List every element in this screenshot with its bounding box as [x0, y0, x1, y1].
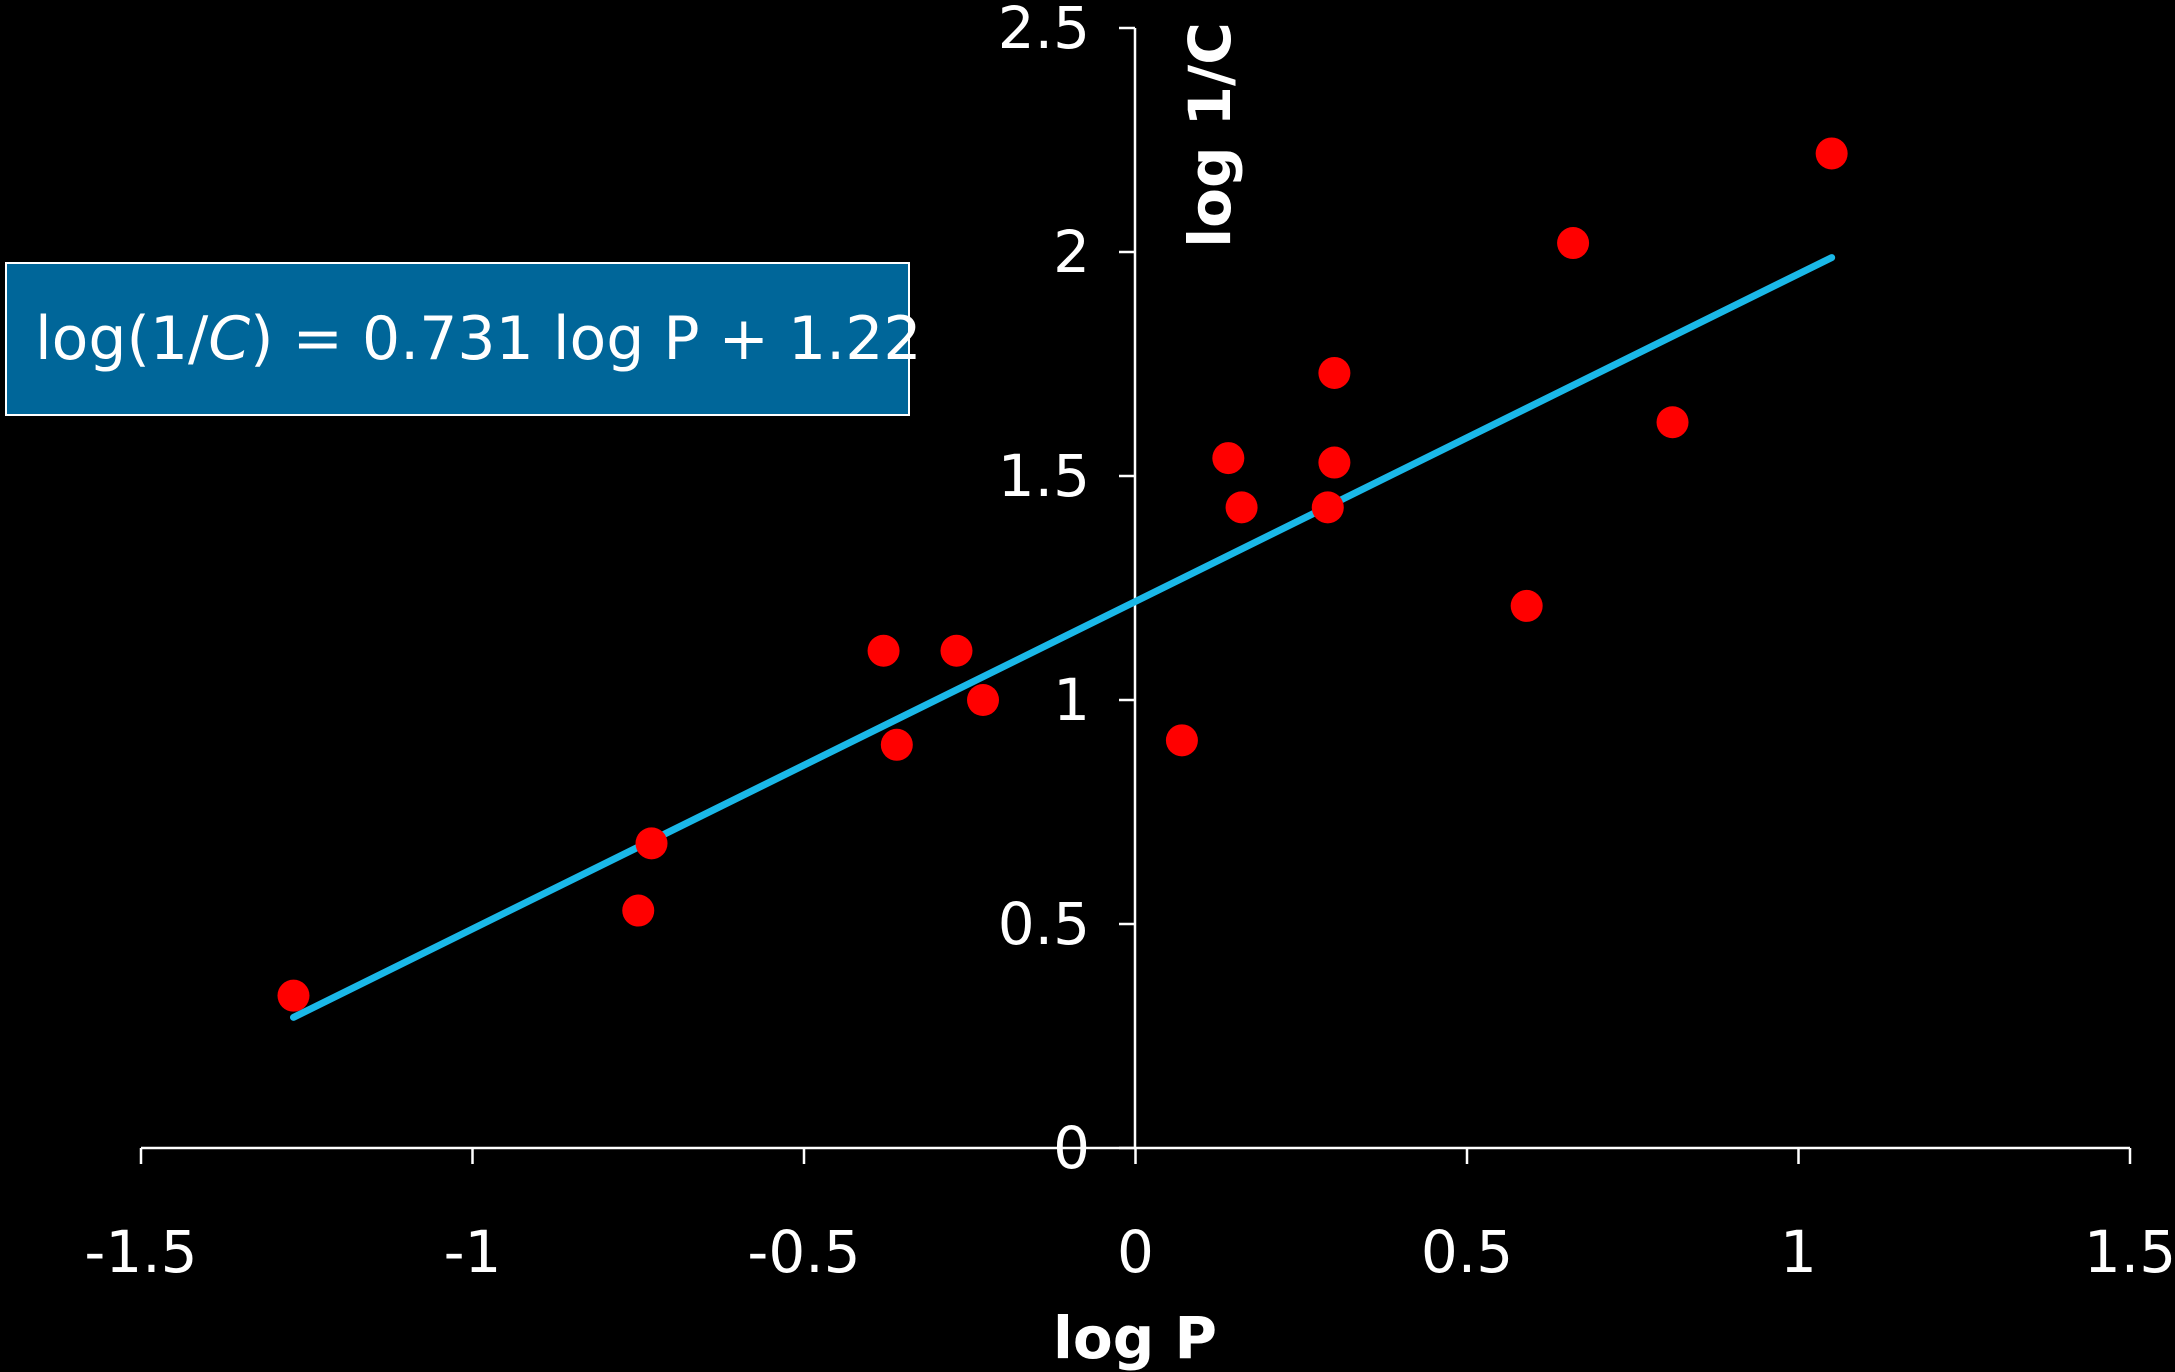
data-point: [1318, 356, 1351, 389]
x-tick-label: -1.5: [84, 1218, 197, 1286]
y-axis-title: log 1/C: [1176, 22, 1244, 248]
data-point: [277, 979, 310, 1012]
data-point: [635, 827, 668, 860]
x-tick-label: -0.5: [747, 1218, 860, 1286]
x-tick-label: 1: [1780, 1218, 1817, 1286]
x-tick-label: 1.5: [2084, 1218, 2175, 1286]
x-tick-label: -1: [444, 1218, 502, 1286]
data-point: [1815, 137, 1848, 170]
data-point: [622, 894, 655, 927]
data-point: [1311, 491, 1344, 524]
fit-line: [289, 254, 1836, 1021]
data-point: [880, 728, 913, 761]
fit-line-group: [289, 254, 1836, 1021]
y-tick-label: 0.5: [998, 890, 1090, 958]
data-point: [1318, 446, 1351, 479]
y-tick-label: 2.5: [998, 0, 1090, 62]
data-point: [940, 634, 973, 667]
data-point: [1510, 589, 1543, 622]
data-point: [967, 684, 1000, 716]
data-point: [1656, 406, 1689, 439]
tick-labels: -1.5 -1 -0.5 0 0.5 1 1.5 0 0.5 1 1.5 2 2.5: [84, 0, 2175, 1286]
equation-prefix: log(1/: [35, 304, 209, 374]
y-tick-label: 1.5: [998, 442, 1090, 510]
y-tick-label: 1: [1053, 666, 1090, 734]
data-point: [1212, 442, 1245, 475]
x-tick-label: 0.5: [1421, 1218, 1513, 1286]
x-axis-title: log P: [1053, 1304, 1217, 1372]
x-tick-label: 0: [1117, 1218, 1154, 1286]
data-point: [1165, 724, 1198, 757]
data-point: [867, 634, 900, 667]
data-point: [1225, 491, 1258, 524]
equation-variable: C: [208, 304, 251, 374]
y-tick-label: 0: [1053, 1114, 1090, 1182]
data-point: [1557, 227, 1590, 260]
equation-suffix: ) = 0.731 log P + 1.22: [250, 304, 922, 374]
axes: [139, 26, 2132, 1164]
y-tick-label: 2: [1053, 218, 1090, 286]
equation-box: log(1/C) = 0.731 log P + 1.22: [5, 262, 922, 416]
data-points: [277, 137, 1848, 1012]
